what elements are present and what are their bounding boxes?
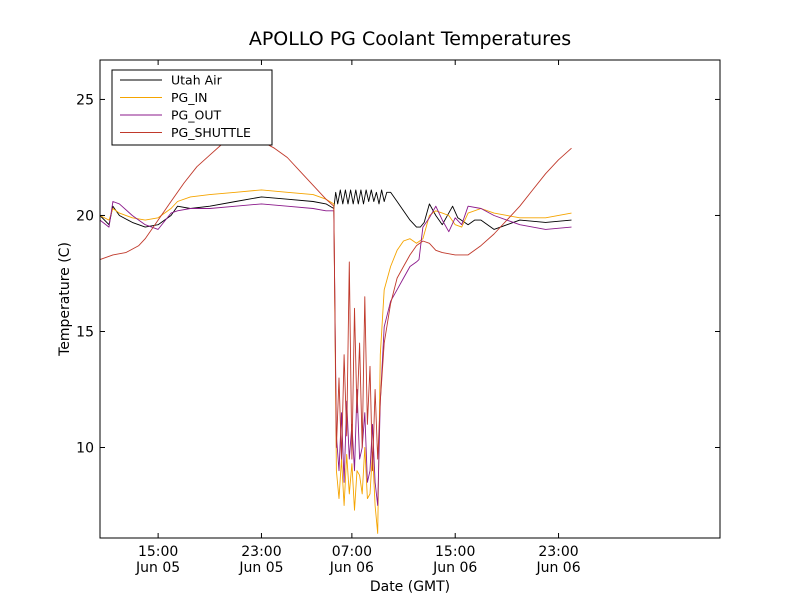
plot-frame (99, 59, 721, 539)
chart-title: APOLLO PG Coolant Temperatures (249, 28, 571, 50)
x-tick-label-date-0: Jun 05 (135, 560, 180, 576)
x-tick-label-time-1: 23:00 (241, 544, 281, 560)
x-axis-label: Date (GMT) (370, 579, 450, 595)
x-tick-label-time-3: 15:00 (435, 544, 475, 560)
series-line-1 (99, 189, 572, 534)
x-tick-label-time-0: 15:00 (138, 544, 178, 560)
x-tick-label-date-3: Jun 06 (432, 560, 477, 576)
x-tick-label-time-4: 23:00 (538, 544, 578, 560)
y-tick-label-0: 10 (76, 441, 94, 457)
y-axis-label: Temperature (C) (57, 242, 73, 357)
series-line-3 (99, 136, 572, 472)
x-tick-label-date-1: Jun 05 (238, 560, 283, 576)
series-line-0 (99, 189, 572, 230)
series-layer (99, 136, 572, 534)
legend-label-0: Utah Air (171, 73, 223, 88)
y-tick-label-3: 25 (76, 92, 94, 108)
legend: Utah Air PG_IN PG_OUT PG_SHUTTLE (111, 69, 273, 146)
x-tick-label-date-4: Jun 06 (535, 560, 580, 576)
legend-label-3: PG_SHUTTLE (171, 125, 251, 140)
y-tick-label-1: 15 (76, 324, 94, 340)
y-tick-label-2: 20 (76, 208, 94, 224)
legend-label-1: PG_IN (171, 90, 208, 105)
x-tick-label-time-2: 07:00 (332, 544, 372, 560)
x-tick-label-date-2: Jun 06 (329, 560, 374, 576)
legend-label-2: PG_OUT (171, 108, 221, 123)
